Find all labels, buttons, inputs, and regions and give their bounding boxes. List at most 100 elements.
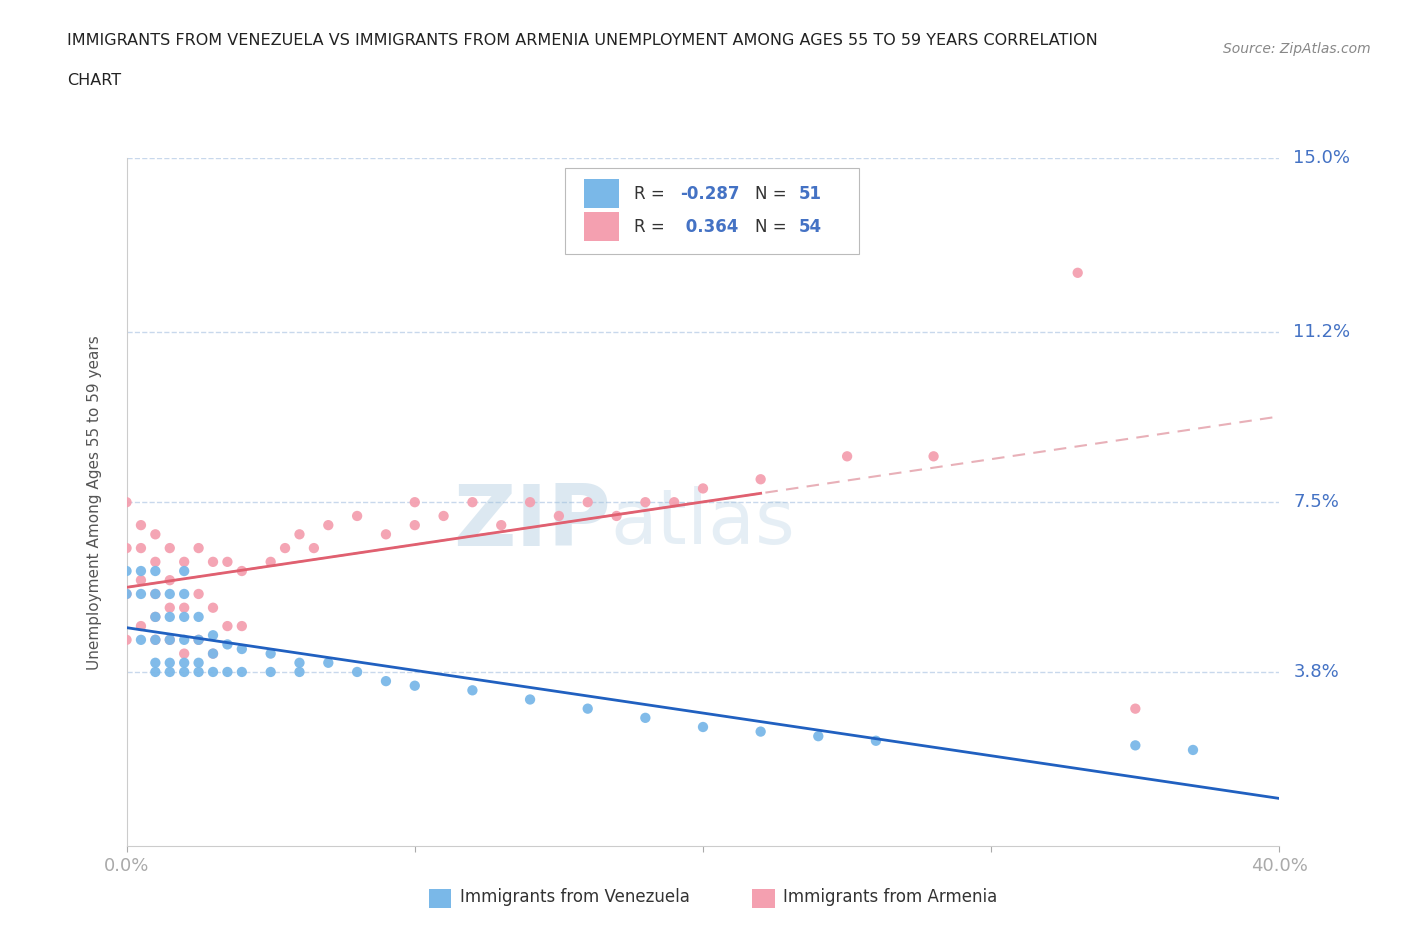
Text: IMMIGRANTS FROM VENEZUELA VS IMMIGRANTS FROM ARMENIA UNEMPLOYMENT AMONG AGES 55 : IMMIGRANTS FROM VENEZUELA VS IMMIGRANTS … — [67, 33, 1098, 47]
Point — [404, 518, 426, 533]
Point — [173, 656, 195, 671]
Point — [404, 495, 426, 510]
Point — [115, 495, 138, 510]
Point — [519, 692, 541, 707]
Point — [202, 600, 225, 615]
Point — [922, 449, 945, 464]
Point — [173, 632, 195, 647]
Point — [187, 656, 209, 671]
Point — [159, 656, 181, 671]
Point — [274, 540, 297, 555]
Point — [115, 587, 138, 602]
Point — [433, 509, 456, 524]
Text: 54: 54 — [799, 218, 823, 236]
Point — [129, 632, 152, 647]
Point — [145, 609, 166, 624]
Point — [129, 618, 152, 633]
Point — [145, 554, 166, 569]
Point — [115, 564, 138, 578]
Text: N =: N = — [755, 218, 792, 236]
Point — [634, 711, 657, 725]
Point — [217, 618, 239, 633]
Text: 11.2%: 11.2% — [1294, 324, 1351, 341]
Point — [1067, 265, 1090, 280]
Point — [217, 665, 239, 680]
Point — [576, 495, 599, 510]
Text: Immigrants from Armenia: Immigrants from Armenia — [783, 887, 997, 906]
Y-axis label: Unemployment Among Ages 55 to 59 years: Unemployment Among Ages 55 to 59 years — [87, 335, 103, 670]
Text: 3.8%: 3.8% — [1294, 663, 1339, 681]
Bar — [585, 212, 619, 242]
Point — [1123, 737, 1146, 752]
Point — [202, 646, 225, 661]
Point — [231, 618, 253, 633]
Point — [374, 527, 398, 542]
Point — [231, 665, 253, 680]
Point — [173, 609, 195, 624]
Point — [145, 632, 166, 647]
Point — [159, 540, 181, 555]
Point — [318, 518, 340, 533]
Point — [461, 683, 484, 698]
Point — [115, 540, 138, 555]
Point — [173, 554, 195, 569]
Point — [1123, 701, 1146, 716]
Point — [202, 665, 225, 680]
Text: Immigrants from Venezuela: Immigrants from Venezuela — [460, 887, 689, 906]
Text: 15.0%: 15.0% — [1294, 149, 1350, 167]
Point — [145, 587, 166, 602]
Point — [404, 678, 426, 693]
Point — [173, 587, 195, 602]
Point — [605, 509, 627, 524]
Point — [187, 609, 209, 624]
Point — [159, 665, 181, 680]
Point — [519, 495, 541, 510]
FancyBboxPatch shape — [565, 168, 859, 255]
Point — [129, 573, 152, 588]
Point — [115, 632, 138, 647]
Point — [288, 527, 311, 542]
Point — [259, 646, 281, 661]
Point — [288, 656, 311, 671]
Point — [145, 527, 166, 542]
Point — [173, 665, 195, 680]
Point — [202, 554, 225, 569]
Point — [159, 609, 181, 624]
Point — [187, 665, 209, 680]
Point — [145, 609, 166, 624]
Text: atlas: atlas — [610, 485, 796, 560]
Point — [145, 564, 166, 578]
Point — [159, 632, 181, 647]
Point — [129, 540, 152, 555]
Point — [461, 495, 484, 510]
Point — [692, 720, 714, 735]
Point — [318, 656, 340, 671]
Point — [374, 673, 398, 688]
Point — [202, 628, 225, 643]
Text: R =: R = — [634, 218, 669, 236]
Point — [129, 564, 152, 578]
Point — [217, 554, 239, 569]
Text: 0.364: 0.364 — [681, 218, 738, 236]
Point — [159, 573, 181, 588]
Point — [129, 587, 152, 602]
Text: 7.5%: 7.5% — [1294, 493, 1340, 512]
Point — [159, 600, 181, 615]
Point — [807, 729, 830, 744]
Point — [346, 509, 368, 524]
Point — [115, 587, 138, 602]
Point — [187, 587, 209, 602]
Point — [145, 587, 166, 602]
Point — [749, 472, 772, 486]
Point — [749, 724, 772, 739]
Point — [664, 495, 686, 510]
Text: R =: R = — [634, 185, 669, 203]
Point — [231, 642, 253, 657]
Point — [1181, 742, 1204, 757]
Point — [346, 665, 368, 680]
Point — [173, 646, 195, 661]
Text: -0.287: -0.287 — [681, 185, 740, 203]
Point — [259, 554, 281, 569]
Point — [145, 665, 166, 680]
Point — [129, 518, 152, 533]
